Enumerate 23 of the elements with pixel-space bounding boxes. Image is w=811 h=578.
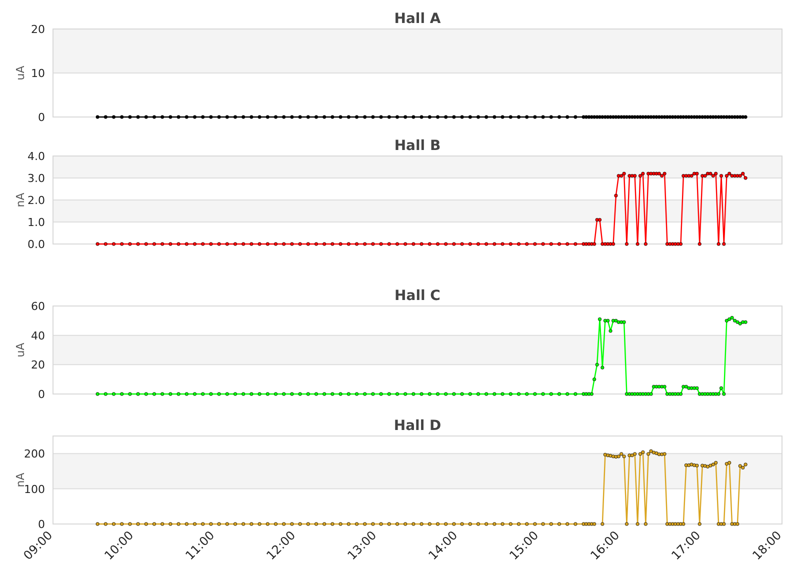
- y-tick-label: 40: [31, 329, 45, 342]
- y-tick-label: 3.0: [28, 172, 45, 185]
- y-tick-label: 20: [31, 23, 45, 36]
- chart-title: Hall A: [394, 11, 441, 27]
- y-axis-title: nA: [14, 192, 27, 208]
- y-tick-label: 100: [24, 482, 45, 496]
- y-tick-label: 60: [31, 300, 45, 313]
- chart-title: Hall B: [394, 138, 441, 154]
- y-axis-title: uA: [14, 342, 27, 358]
- y-tick-label: 10: [31, 67, 45, 80]
- y-tick-label: 0: [38, 388, 45, 401]
- y-axis-title: uA: [14, 65, 27, 80]
- y-tick-label: 0.0: [28, 238, 45, 251]
- y-tick-label: 2.0: [28, 194, 45, 207]
- y-tick-label: 20: [31, 358, 45, 372]
- chart-title: Hall D: [394, 418, 442, 434]
- y-tick-label: 0: [38, 111, 45, 124]
- chart-title: Hall C: [394, 288, 440, 304]
- y-tick-label: 1.0: [28, 216, 45, 229]
- y-tick-label: 4.0: [28, 150, 45, 163]
- y-tick-label: 0: [38, 518, 45, 531]
- y-axis-title: nA: [14, 472, 27, 488]
- y-tick-label: 200: [24, 448, 45, 461]
